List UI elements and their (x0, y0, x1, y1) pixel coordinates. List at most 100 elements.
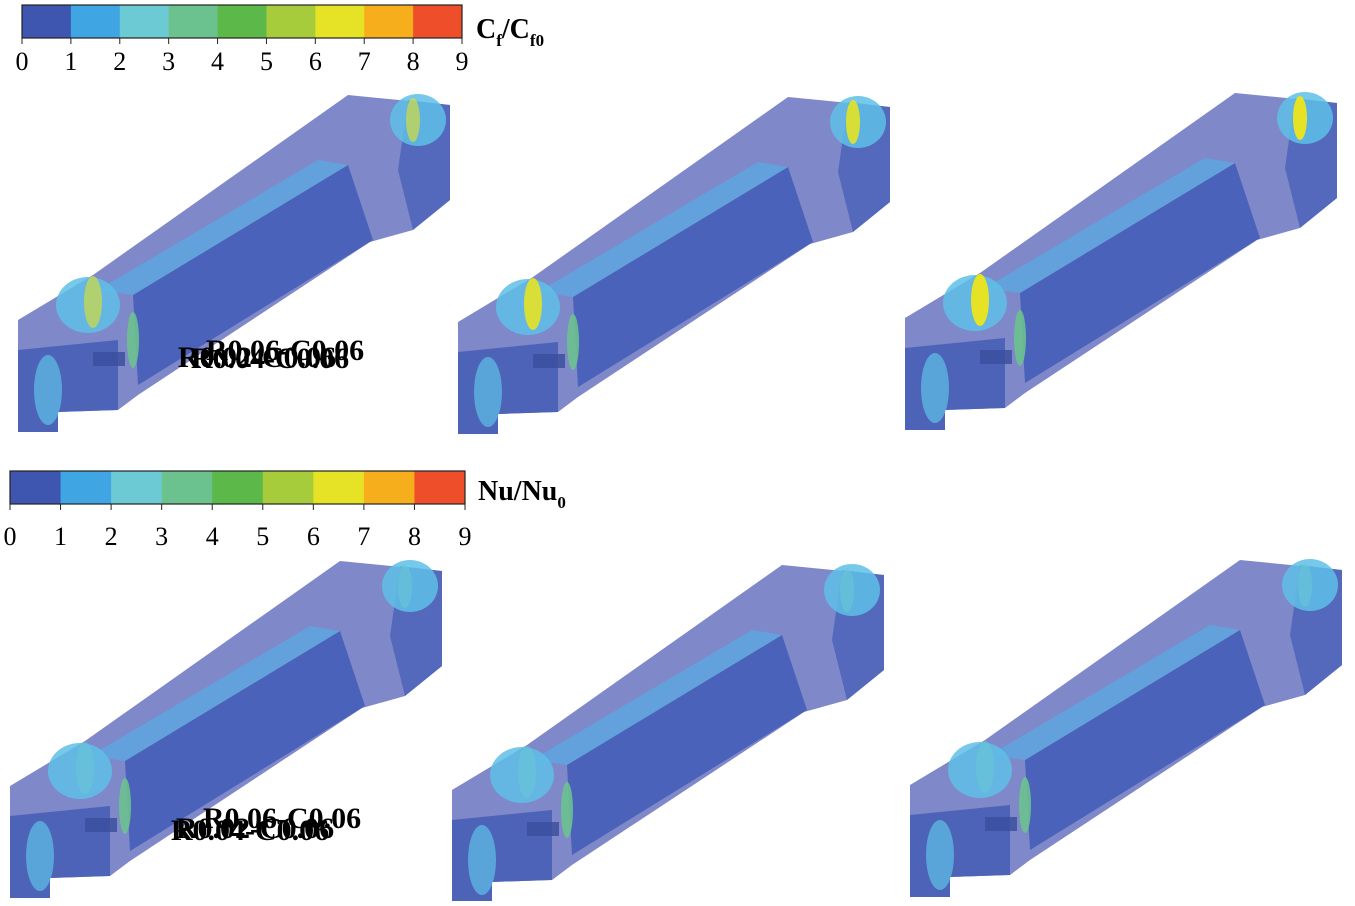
colorbar-tick-label: 6 (307, 522, 320, 551)
colorbar-tick-label: 9 (456, 47, 469, 76)
colorbar: 0 1 2 3 4 5 6 7 8 9Nu/Nu0 (4, 470, 566, 551)
colorbar-segment (22, 5, 72, 38)
contour-blob (926, 820, 954, 890)
colorbar-segment (212, 471, 264, 504)
contour-blob (398, 564, 412, 608)
colorbar-tick-label: 8 (408, 522, 421, 551)
colorbar-segment (10, 471, 62, 504)
rib-block (133, 165, 373, 385)
rib-block (573, 167, 813, 387)
rib-face (98, 160, 348, 295)
contour-blob (1298, 563, 1312, 607)
label-part: f (496, 31, 502, 50)
contour-blob (976, 741, 994, 793)
contour-blob (846, 100, 860, 144)
contour-panel: R0.02-C0.06 (18, 94, 450, 432)
contour-panel: R0.02-C0.06 (10, 560, 442, 898)
rib-face (990, 625, 1240, 760)
panel-label: R0.02-C0.06 (176, 812, 334, 845)
colorbar-tick-label: 9 (459, 522, 472, 551)
colorbar-tick-label: 3 (155, 522, 168, 551)
rib-block (125, 631, 365, 851)
contour-blob (406, 98, 420, 142)
panel-label: R0.06-C0.06 (206, 334, 364, 367)
panel-label: R0.04-C0.06 (171, 814, 329, 847)
rib-base (533, 354, 565, 368)
contour-blob (921, 353, 949, 423)
label-part: /C (501, 14, 530, 45)
contour-panel: R0.04-C0.06 (191, 96, 890, 434)
colorbar-segment (168, 5, 219, 38)
rib-base (93, 352, 125, 366)
contour-blob (468, 825, 496, 895)
rib-base (85, 818, 117, 832)
colorbar-tick-label: 8 (407, 47, 420, 76)
contour-blob (567, 314, 579, 370)
colorbar-tick-label: 7 (358, 47, 371, 76)
rib-base (985, 817, 1017, 831)
colorbar-segment (364, 5, 414, 38)
contour-blob (127, 312, 139, 368)
colorbar-segment (363, 471, 415, 504)
colorbar-frame (21, 4, 463, 39)
colorbar-tick-label: 5 (256, 522, 269, 551)
rib-base (980, 350, 1012, 364)
colorbar-label: Cf/Cf0 (476, 14, 544, 50)
rib-face (532, 630, 782, 765)
contour-panel: R0.06-C0.06 (203, 559, 1342, 897)
contour-blob (518, 746, 536, 798)
colorbar-segment (161, 471, 213, 504)
colorbar-tick-label: 1 (64, 47, 77, 76)
contour-blob (971, 274, 989, 326)
colorbar-segment (262, 471, 314, 504)
contour-blob (1014, 310, 1026, 366)
colorbar-segment (413, 5, 463, 38)
contour-blob (76, 742, 94, 794)
rib-face (538, 162, 788, 297)
colorbar-tick-label: 7 (357, 522, 370, 551)
colorbar: 0 1 2 3 4 5 6 7 8 9Cf/Cf0 (16, 4, 544, 76)
colorbar-tick-label: 2 (113, 47, 126, 76)
colorbar-tick-label: 0 (4, 522, 17, 551)
colorbar-segment (217, 5, 267, 38)
rib-block (1020, 163, 1260, 383)
contour-blob (1293, 96, 1307, 140)
contour-panel: R0.06-C0.06 (206, 92, 1337, 430)
contour-blob (26, 821, 54, 891)
contour-blob (840, 568, 854, 612)
contour-blob (561, 782, 573, 838)
rib-face (90, 626, 340, 761)
colorbar-tick-label: 0 (16, 47, 29, 76)
label-part: Nu/Nu (478, 476, 557, 507)
panel-label: R0.04-C0.06 (191, 342, 349, 375)
colorbar-tick-label: 5 (260, 47, 273, 76)
colorbar-tick-label: 2 (105, 522, 118, 551)
colorbar-segment (414, 471, 466, 504)
contour-blob (1019, 777, 1031, 833)
colorbar-segment (313, 471, 365, 504)
panel-label: R0.02-C0.06 (178, 341, 336, 374)
rib-block (567, 635, 807, 855)
colorbar-segment (111, 471, 163, 504)
panel-label: R0.06-C0.06 (203, 802, 361, 835)
colorbar-tick-label: 3 (162, 47, 175, 76)
contour-blob (474, 357, 502, 427)
contour-blob (34, 355, 62, 425)
label-part: 0 (557, 493, 566, 512)
colorbar-segment (266, 5, 316, 38)
colorbar-segment (60, 471, 112, 504)
colorbar-tick-label: 4 (206, 522, 219, 551)
contour-panel: R0.04-C0.06 (171, 564, 884, 902)
contour-blob (84, 276, 102, 328)
colorbar-frame (9, 470, 466, 505)
rib-face (985, 158, 1235, 293)
label-part: C (476, 14, 496, 45)
colorbar-segment (315, 5, 365, 38)
colorbar-label: Nu/Nu0 (478, 476, 566, 512)
colorbar-segment (119, 5, 170, 38)
colorbar-tick-label: 4 (211, 47, 224, 76)
colorbar-tick-label: 1 (54, 522, 67, 551)
colorbar-tick-label: 6 (309, 47, 322, 76)
colorbar-segment (70, 5, 121, 38)
